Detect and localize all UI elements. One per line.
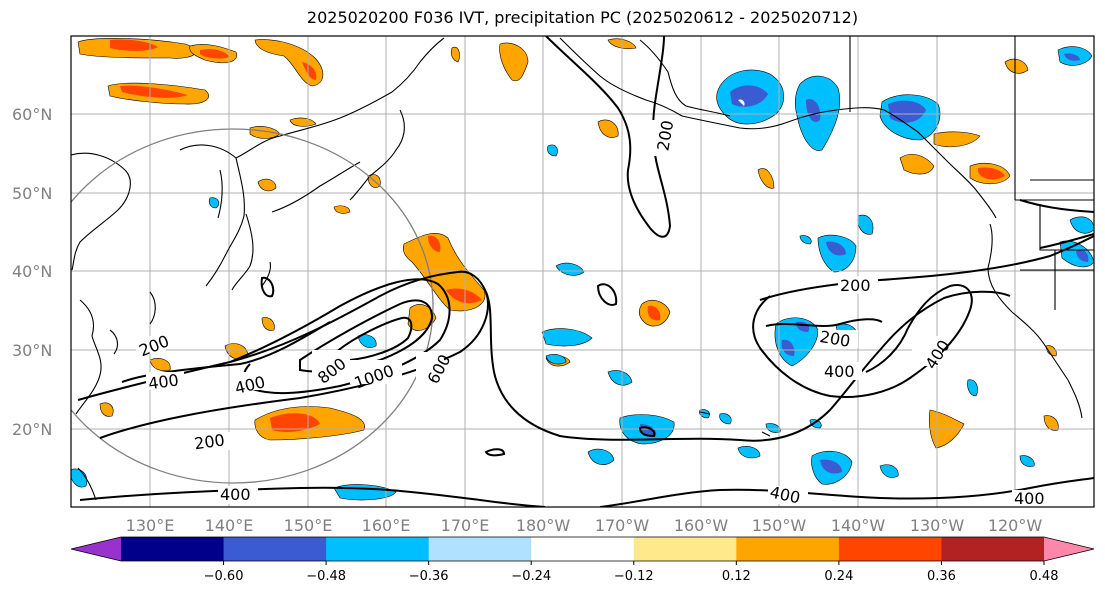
colorbar-tick-label: −0.36 [409, 569, 449, 584]
colorbar-tick-label: −0.60 [204, 569, 244, 584]
contour-label: 200 [840, 276, 871, 295]
lat-label: 20°N [12, 420, 52, 439]
ivt-contours [77, 36, 1094, 507]
colorbar-segment [223, 537, 327, 561]
colorbar-tick-label: 0.36 [927, 569, 956, 584]
highlight-circle [71, 128, 434, 484]
contour-label: 400 [1014, 489, 1045, 508]
map-frame [70, 35, 1095, 508]
lon-label: 130°W [910, 516, 965, 535]
lat-labels: 20°N 30°N 40°N 50°N 60°N [12, 105, 52, 439]
map-title: 2025020200 F036 IVT, precipitation PC (2… [306, 8, 859, 27]
colorbar-extend-high [1044, 537, 1094, 561]
lon-labels: 130°E 140°E 150°E 160°E 170°E 180°W 170°… [126, 516, 1043, 535]
lon-label: 160°E [362, 516, 411, 535]
colorbar-segment [838, 537, 942, 561]
lon-label: 170°W [595, 516, 650, 535]
colorbar-extend-low [71, 537, 121, 561]
colorbar-tick-label: 0.12 [722, 569, 751, 584]
colorbar-segment [121, 537, 225, 561]
contour-labels: 200 200 200 200 200 400 400 400 400 400 … [136, 119, 1052, 508]
colorbar-segment [326, 537, 430, 561]
colorbar: −0.60 −0.48 −0.36 −0.24 −0.12 0.12 0.24 0.36 0.4… [70, 536, 1095, 584]
lat-label: 50°N [12, 184, 52, 203]
lon-label: 150°E [284, 516, 333, 535]
contour-label: 400 [220, 485, 251, 504]
colorbar-segment [428, 537, 532, 561]
colorbar-segment [633, 537, 737, 561]
contour-label: 400 [147, 370, 180, 393]
lon-label: 140°W [831, 516, 886, 535]
lon-label: 140°E [205, 516, 254, 535]
lat-label: 40°N [12, 262, 52, 281]
coastlines [71, 36, 1094, 501]
contour-label: 200 [193, 430, 226, 453]
colorbar-tick-label: −0.24 [511, 569, 551, 584]
map-gridlines [71, 36, 1094, 507]
lon-label: 130°E [126, 516, 175, 535]
lat-label: 60°N [12, 105, 52, 124]
precip-negative-shading [71, 46, 1094, 501]
contour-label: 400 [824, 362, 855, 381]
lon-label: 170°E [441, 516, 490, 535]
lat-label: 30°N [12, 341, 52, 360]
colorbar-tick-label: 0.48 [1030, 569, 1059, 584]
lon-label: 120°W [988, 516, 1043, 535]
lon-label: 160°W [674, 516, 729, 535]
lon-label: 150°W [752, 516, 807, 535]
colorbar-outline [70, 536, 1095, 562]
colorbar-segment [736, 537, 840, 561]
colorbar-tick-label: 0.24 [824, 569, 853, 584]
colorbar-segment [531, 537, 635, 561]
colorbar-tick-label: −0.48 [306, 569, 346, 584]
lon-label: 180°W [516, 516, 571, 535]
colorbar-tick-label: −0.12 [614, 569, 654, 584]
colorbar-segment [941, 537, 1045, 561]
